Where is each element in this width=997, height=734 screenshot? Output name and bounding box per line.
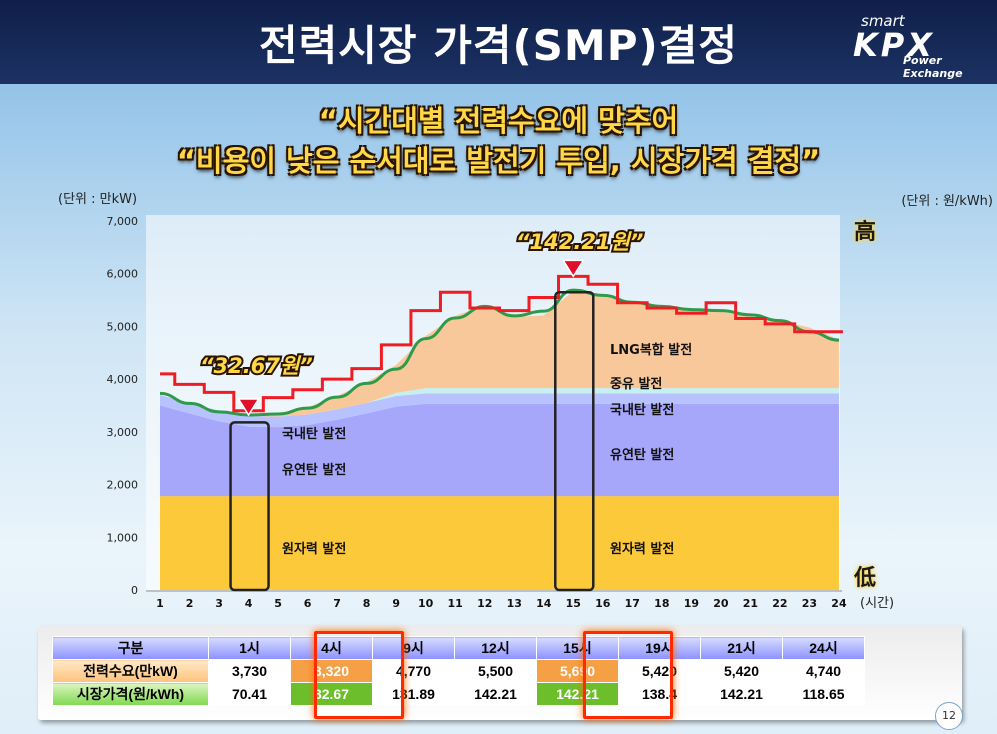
table-cell: 4,740 (782, 659, 865, 683)
table-cell-highlight: 3,320 (290, 659, 373, 683)
table-cell: 3,730 (208, 659, 291, 683)
low-marker: 低 (854, 565, 877, 591)
y-tick-label: 4,000 (107, 373, 139, 386)
summary-table: 구분 1시 4시 9시 12시 15시 19시 21시 24시 전력수요(만kW… (52, 636, 865, 706)
label-oil-right: 중유 발전 (610, 376, 662, 392)
x-tick-label: 8 (363, 597, 371, 610)
table-header-cell: 4시 (290, 636, 373, 660)
page-number: 12 (935, 702, 963, 730)
label-bituminous-left: 유연탄 발전 (282, 462, 346, 478)
y-tick-label: 0 (131, 584, 138, 597)
x-tick-label: 23 (802, 597, 817, 610)
x-tick-label: 14 (536, 597, 552, 610)
x-tick-label: 17 (625, 597, 640, 610)
headline-line-2: “비용이 낮은 순서대로 발전기 투입, 시장가격 결정” (176, 144, 821, 178)
table-header-cell: 구분 (52, 636, 209, 660)
x-tick-label: 19 (684, 597, 699, 610)
price-annotation-4h: “32.67원” (200, 354, 313, 378)
area-bituminous (160, 403, 839, 497)
headline-line-1: “시간대별 전력수요에 맞추어 (318, 104, 679, 138)
table-cell: 138.4 (618, 682, 701, 706)
x-tick-label: 12 (477, 597, 492, 610)
label-nuclear-left: 원자력 발전 (282, 541, 346, 557)
row-label-demand: 전력수요(만kW) (52, 659, 209, 683)
highlight-box-15h (583, 631, 673, 719)
header-bar: 전력시장 가격(SMP)결정 smart KPX Power Exchange (0, 0, 997, 84)
logo-smart-text: smart (861, 12, 905, 30)
high-marker: 高 (854, 219, 877, 245)
highlight-column (554, 290, 595, 592)
area-lng (160, 291, 839, 417)
x-tick-label: 22 (772, 597, 787, 610)
table-header-cell: 9시 (372, 636, 455, 660)
table-cell: 142.21 (700, 682, 783, 706)
y-tick-label: 6,000 (107, 268, 139, 281)
x-tick-label: 3 (215, 597, 223, 610)
y-tick-label: 3,000 (107, 426, 139, 439)
x-tick-label: 1 (156, 597, 164, 610)
table-row-demand: 전력수요(만kW) 3,730 3,320 4,770 5,500 5,690 … (52, 659, 865, 683)
table-header-cell: 19시 (618, 636, 701, 660)
y-tick-label: 7,000 (107, 215, 139, 228)
x-tick-label: 24 (831, 597, 847, 610)
x-tick-label: 20 (713, 597, 729, 610)
smp-step-line (160, 274, 843, 413)
area-nuclear (160, 496, 839, 590)
area-domestic-coal (160, 393, 839, 428)
y-tick-label: 2,000 (107, 479, 139, 492)
table-header-row: 구분 1시 4시 9시 12시 15시 19시 21시 24시 (52, 636, 865, 660)
logo-power-exchange-text: Power Exchange (903, 54, 963, 80)
table-cell: 4,770 (372, 659, 455, 683)
label-domestic-coal-left: 국내탄 발전 (282, 426, 346, 442)
x-axis-unit: (시간) (860, 596, 895, 611)
x-tick-label: 21 (743, 597, 758, 610)
highlight-column (229, 421, 270, 592)
x-tick-label: 16 (595, 597, 611, 610)
price-unit: (단위 : 원/kWh) (901, 194, 993, 209)
table-cell: 5,420 (700, 659, 783, 683)
kpx-logo: smart KPX Power Exchange (853, 12, 983, 80)
table-cell: 142.21 (454, 682, 537, 706)
x-tick-label: 11 (448, 597, 463, 610)
y-tick-label: 1,000 (107, 531, 139, 544)
x-tick-label: 18 (654, 597, 669, 610)
table-cell: 70.41 (208, 682, 291, 706)
label-nuclear-right: 원자력 발전 (610, 541, 674, 557)
table-header-cell: 21시 (700, 636, 783, 660)
x-tick-label: 9 (392, 597, 400, 610)
x-tick-label: 2 (186, 597, 194, 610)
x-tick-label: 10 (418, 597, 434, 610)
table-cell: 118.65 (782, 682, 865, 706)
table-cell-highlight: 5,690 (536, 659, 619, 683)
label-lng-right: LNG복합 발전 (610, 342, 692, 358)
table-row-price: 시장가격(원/kWh) 70.41 32.67 131.89 142.21 14… (52, 682, 865, 706)
price-marker-triangle (561, 259, 585, 278)
x-tick-label: 6 (304, 597, 312, 610)
y-axis-unit: (단위 : 만kW) (58, 192, 138, 207)
table-cell: 5,500 (454, 659, 537, 683)
slide-title: 전력시장 가격(SMP)결정 (259, 21, 738, 70)
x-tick-label: 7 (333, 597, 341, 610)
price-marker-triangle (237, 398, 260, 417)
price-annotation-15h: “142.21원” (516, 230, 643, 254)
table-cell-highlight: 32.67 (290, 682, 373, 706)
x-tick-label: 13 (507, 597, 522, 610)
x-tick-label: 15 (566, 597, 581, 610)
y-tick-label: 5,000 (107, 320, 139, 333)
table-cell: 5,420 (618, 659, 701, 683)
label-bituminous-right: 유연탄 발전 (610, 447, 674, 463)
table-header-cell: 15시 (536, 636, 619, 660)
table-header-cell: 1시 (208, 636, 291, 660)
table-header-cell: 12시 (454, 636, 537, 660)
logo-kpx-text: KPX (853, 26, 935, 64)
x-tick-label: 4 (245, 597, 253, 610)
x-tick-label: 5 (274, 597, 282, 610)
table-header-cell: 24시 (782, 636, 865, 660)
area-oil (160, 388, 839, 417)
table-cell-highlight: 142.21 (536, 682, 619, 706)
row-label-price: 시장가격(원/kWh) (52, 682, 209, 706)
label-domestic-coal-right: 국내탄 발전 (610, 402, 674, 418)
highlight-box-4h (314, 631, 404, 719)
